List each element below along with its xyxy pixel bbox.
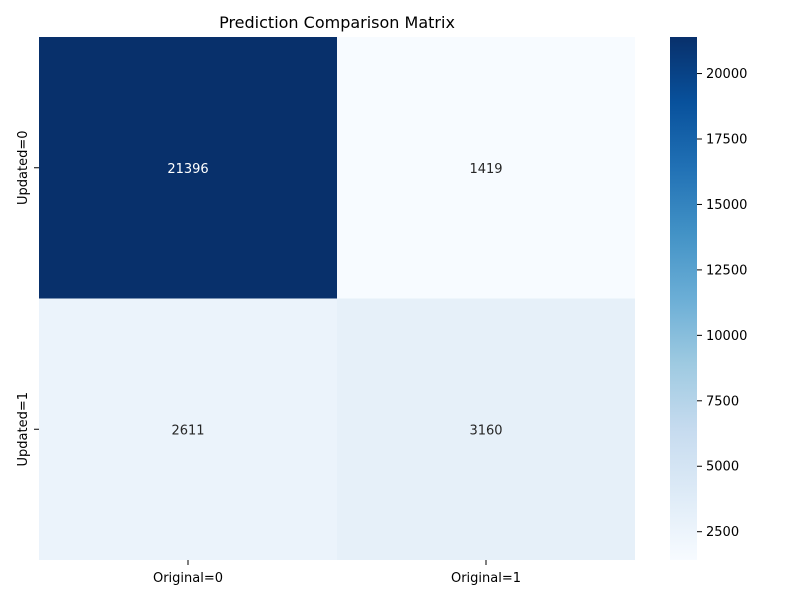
colorbar-tick-label: 12500 xyxy=(706,263,747,278)
y-tick-label: Updated=1 xyxy=(16,392,31,467)
cell-value-label: 1419 xyxy=(469,162,502,177)
y-tick-label: Updated=0 xyxy=(16,131,31,206)
cell-annotations: 21396 1419 2611 3160 xyxy=(167,162,502,439)
heatmap-cells xyxy=(39,37,635,560)
cell-value-label: 2611 xyxy=(171,423,204,438)
x-tick-label: Original=0 xyxy=(153,571,223,586)
heatmap-cell xyxy=(337,37,635,299)
x-axis: Original=0 Original=1 xyxy=(153,560,521,586)
heatmap-cell xyxy=(39,37,337,299)
heatmap-cell xyxy=(39,298,337,560)
colorbar-tick-label: 2500 xyxy=(706,525,739,540)
colorbar: 2500 5000 7500 10000 12500 15000 17500 20000 xyxy=(670,37,747,560)
colorbar-tick-label: 15000 xyxy=(706,198,747,213)
chart-title: Prediction Comparison Matrix xyxy=(219,13,455,32)
colorbar-tick-label: 20000 xyxy=(706,67,747,82)
x-tick-label: Original=1 xyxy=(451,571,521,586)
colorbar-tick-label: 17500 xyxy=(706,132,747,147)
colorbar-tick-label: 7500 xyxy=(706,394,739,409)
colorbar-tick-label: 5000 xyxy=(706,460,739,475)
colorbar-gradient xyxy=(670,37,697,560)
cell-value-label: 3160 xyxy=(469,423,502,438)
heatmap-cell xyxy=(337,298,635,560)
colorbar-tick-label: 10000 xyxy=(706,329,747,344)
cell-value-label: 21396 xyxy=(167,162,208,177)
y-axis: Updated=0 Updated=1 xyxy=(16,131,39,467)
